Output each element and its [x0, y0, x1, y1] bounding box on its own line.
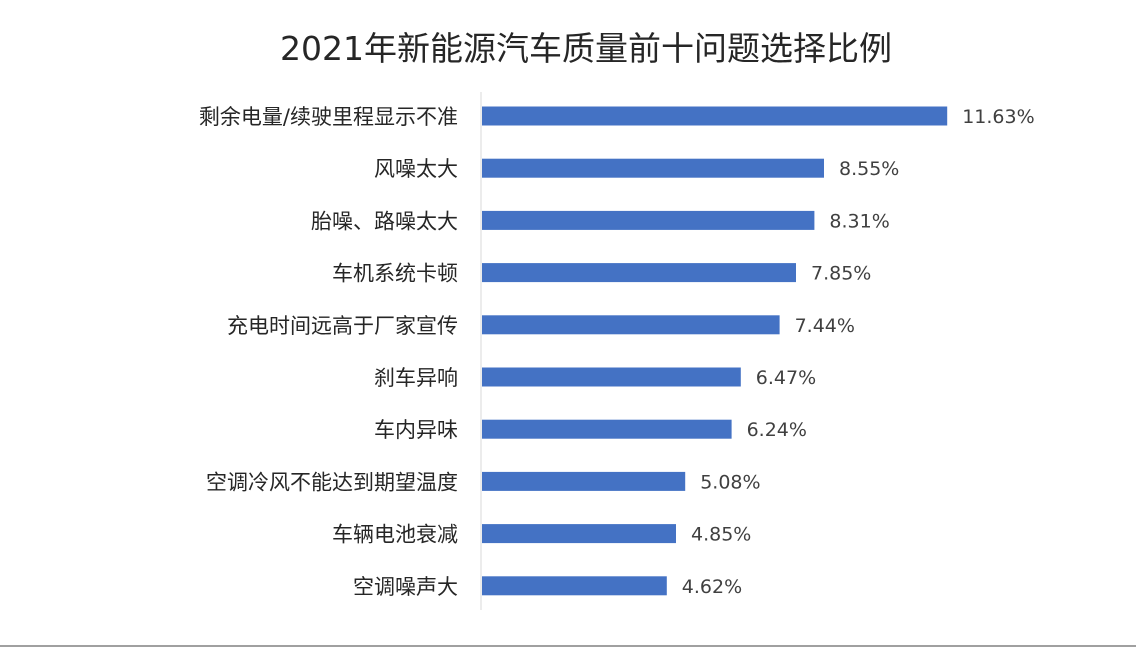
- category-label: 空调噪声大: [353, 575, 458, 599]
- bar: [482, 315, 780, 335]
- bar: [482, 158, 824, 178]
- bar: [482, 576, 667, 596]
- category-label: 刹车异响: [374, 366, 458, 390]
- category-label: 剩余电量/续驶里程显示不准: [199, 105, 458, 129]
- value-label: 8.31%: [829, 210, 889, 232]
- bar: [482, 367, 741, 387]
- value-label: 4.85%: [691, 524, 751, 546]
- value-label: 8.55%: [839, 158, 899, 180]
- value-label: 11.63%: [962, 106, 1034, 128]
- value-label: 6.47%: [756, 367, 816, 389]
- value-label: 7.44%: [795, 315, 855, 337]
- category-label: 车辆电池衰减: [332, 523, 458, 547]
- category-label: 空调冷风不能达到期望温度: [206, 470, 458, 494]
- chart-title: 2021年新能源汽车质量前十问题选择比例: [280, 29, 892, 68]
- bar: [482, 210, 815, 230]
- category-label: 车内异味: [374, 418, 458, 442]
- bar: [482, 471, 686, 491]
- bar: [482, 419, 732, 439]
- value-label: 7.85%: [811, 263, 871, 285]
- category-label: 充电时间远高于厂家宣传: [227, 314, 458, 338]
- value-label: 4.62%: [682, 576, 742, 598]
- category-label: 胎噪、路噪太大: [311, 209, 458, 233]
- bar: [482, 106, 948, 126]
- value-label: 6.24%: [747, 419, 807, 441]
- bar: [482, 524, 676, 544]
- value-label: 5.08%: [700, 471, 760, 493]
- bars-group: 剩余电量/续驶里程显示不准 11.63% 风噪太大 8.55% 胎噪、路噪太大 8.31%…: [199, 105, 1035, 599]
- category-label: 车机系统卡顿: [332, 262, 458, 286]
- category-label: 风噪太大: [374, 157, 458, 181]
- bar: [482, 263, 796, 283]
